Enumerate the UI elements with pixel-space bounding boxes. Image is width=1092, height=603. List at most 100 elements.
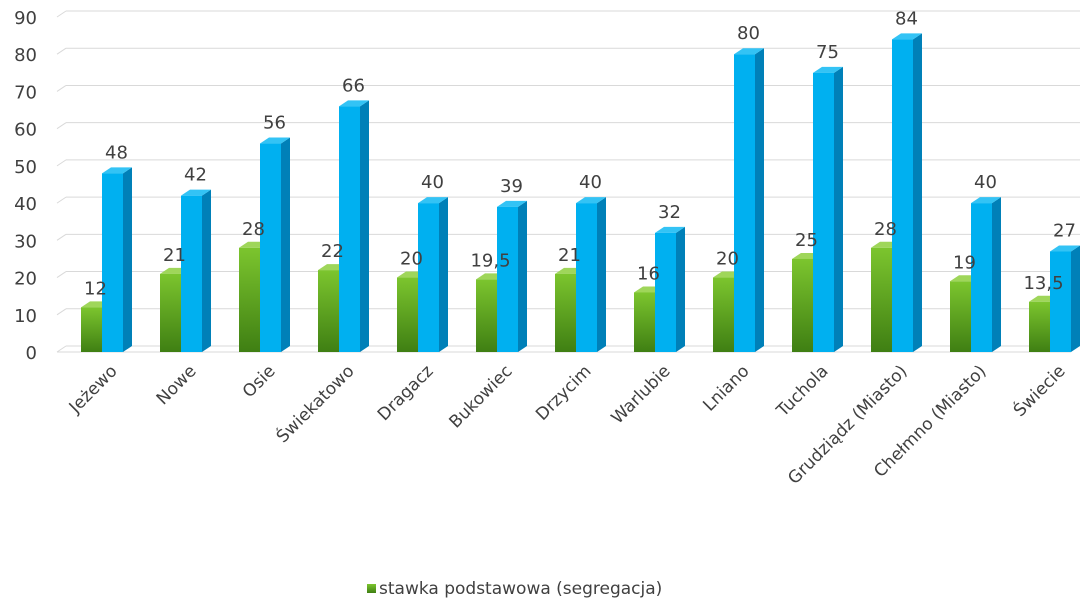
bar-blue-side	[913, 33, 922, 352]
bar-green-front	[871, 247, 892, 352]
x-tick-label: Świekatowo	[271, 360, 358, 447]
legend-label: stawka podstawowa (segregacja)	[379, 579, 662, 599]
bar-blue	[971, 197, 1001, 352]
bar-green-front	[318, 270, 339, 352]
bar-green-front	[239, 247, 260, 352]
bar-blue-side	[439, 197, 448, 352]
gridline-depth	[56, 10, 67, 18]
y-axis: 0 10 20 30 40 50 60 70 80 90	[14, 8, 37, 364]
bar-green-front	[397, 277, 418, 352]
data-label-green: 19,5	[470, 250, 510, 271]
data-label-blue: 42	[184, 165, 207, 186]
data-label-green: 25	[795, 230, 818, 251]
bar-green-front	[555, 273, 576, 352]
data-label-blue: 48	[105, 142, 128, 163]
bar-blue-side	[123, 167, 132, 352]
bar-blue-side	[755, 48, 764, 352]
bar-blue-front	[339, 106, 360, 352]
x-tick-label: Dragacz	[374, 361, 438, 425]
x-tick-label: Świecie	[1008, 360, 1069, 421]
bar-blue	[102, 167, 132, 352]
gridline-depth	[56, 196, 67, 204]
bar-blue	[734, 48, 764, 352]
x-tick-label: Tuchola	[772, 361, 832, 421]
bar-green-front	[950, 281, 971, 352]
bars	[81, 33, 1080, 352]
x-tick-label: Nowe	[153, 361, 201, 409]
bar-blue-top	[181, 189, 211, 196]
gridline-depth	[56, 122, 67, 130]
bar-green-front	[81, 307, 102, 352]
x-tick-label: Warlubie	[608, 361, 675, 428]
bar-blue	[655, 226, 685, 352]
x-tick-label: Osie	[239, 361, 280, 402]
gridline-depth	[56, 233, 67, 241]
bar-blue-front	[1050, 251, 1071, 352]
bar-blue-front	[497, 206, 518, 352]
data-label-green: 28	[874, 219, 897, 240]
y-tick-label: 30	[14, 231, 37, 252]
data-label-blue: 39	[500, 176, 523, 197]
data-label-blue: 32	[658, 202, 681, 223]
bar-blue-top	[1050, 245, 1080, 252]
data-label-blue: 27	[1053, 221, 1076, 242]
bar-blue-top	[971, 197, 1001, 204]
bar-blue-front	[181, 195, 202, 352]
gridline-depth	[56, 159, 67, 167]
bar-green-front	[1029, 301, 1050, 352]
data-labels: 12 48 21 42 28 56 22 66 20 40 19,5 39 21 40 16 32 20 80 25…	[84, 8, 1076, 299]
gridline-depth	[56, 47, 67, 55]
bar-blue	[260, 137, 290, 352]
data-label-green: 20	[716, 249, 739, 270]
bar-blue-front	[892, 39, 913, 352]
bar-blue	[576, 197, 606, 352]
bar-green-front	[713, 277, 734, 352]
data-label-green: 21	[163, 245, 186, 266]
data-label-blue: 40	[974, 172, 997, 193]
data-label-blue: 75	[816, 42, 839, 63]
bar-blue-top	[892, 33, 922, 40]
data-label-green: 21	[558, 245, 581, 266]
bar-blue	[892, 33, 922, 352]
data-label-green: 13,5	[1023, 273, 1063, 294]
data-label-green: 12	[84, 278, 107, 299]
bar-green-front	[160, 273, 181, 352]
bar-blue-side	[676, 226, 685, 352]
bar-blue-top	[734, 48, 764, 55]
bar-blue-front	[576, 203, 597, 352]
bar-blue	[1050, 245, 1080, 352]
y-tick-label: 0	[26, 343, 37, 364]
x-tick-label: Lniano	[699, 361, 753, 415]
x-tick-label: Bukowiec	[445, 361, 516, 432]
bar-blue-front	[734, 54, 755, 352]
data-label-green: 22	[321, 241, 344, 262]
bar-blue-front	[260, 143, 281, 352]
bar-blue-top	[260, 137, 290, 144]
data-label-blue: 40	[421, 172, 444, 193]
data-label-blue: 84	[895, 8, 918, 29]
bar-blue	[181, 189, 211, 352]
data-label-green: 16	[637, 263, 660, 284]
bar-blue-front	[102, 173, 123, 352]
data-label-blue: 66	[342, 75, 365, 96]
y-tick-label: 80	[14, 45, 37, 66]
bar-blue-side	[597, 197, 606, 352]
data-label-blue: 40	[579, 172, 602, 193]
bar-blue-top	[497, 200, 527, 207]
bar-blue-front	[655, 232, 676, 352]
bar-blue-side	[281, 137, 290, 352]
y-tick-label: 90	[14, 8, 37, 29]
bar-blue-side	[1071, 245, 1080, 352]
legend: stawka podstawowa (segregacja)	[367, 579, 662, 599]
bar-green-front	[634, 292, 655, 352]
bar-blue-top	[576, 197, 606, 204]
y-tick-label: 20	[14, 269, 37, 290]
bar-green-front	[792, 258, 813, 352]
x-tick-label: Jeżewo	[65, 361, 122, 418]
bar-blue-side	[992, 197, 1001, 352]
legend-swatch-green	[367, 584, 376, 593]
bar-blue	[813, 66, 843, 352]
bar-blue	[497, 200, 527, 352]
